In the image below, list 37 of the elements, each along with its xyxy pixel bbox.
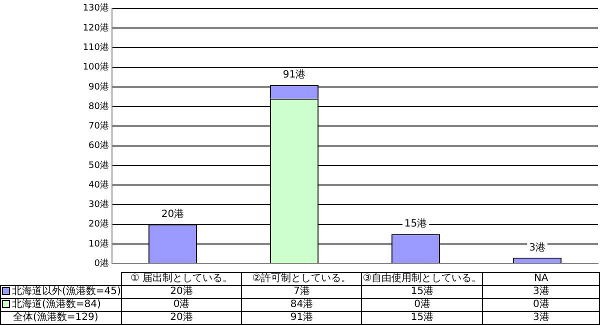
x-tick-label: NA [482,272,600,286]
y-tick-label: 110港 [82,42,109,54]
x-tick-label: ① 届出制としている。 [121,272,242,286]
total-label: 91港 [282,68,306,81]
y-tick-label: 40港 [88,179,109,190]
y-tick-label: 100港 [82,62,109,73]
legend-label: 北海道以外(漁港数=45) [0,286,122,298]
y-tick-label: 0港 [94,258,109,269]
legend-label: 北海道(漁港数=84) [0,298,122,312]
data-label: 84港 [242,298,362,312]
text: 3港 [532,312,550,323]
y-tick-label: 60港 [88,140,109,152]
y-tick-label: 10港 [88,238,109,250]
data-label: 15港 [362,286,483,298]
y-tick-label: 70港 [88,120,109,132]
total-label: 3港 [529,241,546,254]
text: 全体(漁港数=129) [0,312,122,324]
y-tick-label: 30港 [88,199,109,210]
data-label: 0港 [121,298,242,312]
y-tick-label: 130港 [82,2,109,14]
data-label: 20港 [121,286,242,298]
total-label: 15港 [404,218,428,230]
x-tick-label: ③自由使用制としている。 [362,272,483,286]
x-tick-label: ②許可制としている。 [242,272,362,286]
data-label: 0港 [362,298,483,312]
data-label: 7港 [242,286,362,298]
text: 91港 [290,312,314,323]
y-tick-label: 120港 [82,22,109,34]
data-label: 3港 [482,286,600,298]
y-tick-label: 90港 [88,81,109,92]
y-tick-label: 80港 [88,100,109,112]
data-label: 0港 [482,298,600,312]
total-label: 20港 [161,208,184,220]
text: 15港 [410,312,434,323]
y-tick-label: 50港 [88,160,109,171]
text: 20港 [170,312,193,323]
y-tick-label: 20港 [88,218,109,230]
